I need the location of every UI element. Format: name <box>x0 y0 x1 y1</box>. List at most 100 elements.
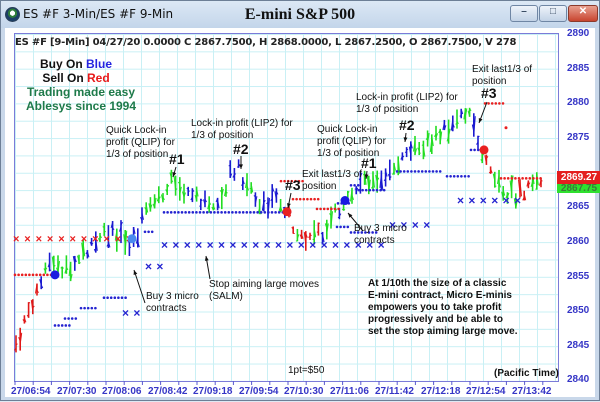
legend-tagline: Trading made easy <box>21 85 141 99</box>
annotation-line: profit (QLIP) for <box>106 137 175 149</box>
svg-text:×: × <box>218 238 225 252</box>
svg-text:×: × <box>92 234 98 246</box>
annotation-line: Quick Lock-in <box>317 124 386 136</box>
annotation-line: empowers you to take profit <box>368 302 517 314</box>
x-tick-9: 27/12:18 <box>421 386 460 397</box>
y-tick-2865: 2865 <box>567 201 589 212</box>
x-tick-3: 27/08:42 <box>148 386 187 397</box>
svg-text:×: × <box>36 234 42 246</box>
svg-text:×: × <box>264 238 271 252</box>
svg-text:×: × <box>491 194 498 208</box>
annotation-line: contracts <box>354 235 407 247</box>
svg-text:×: × <box>412 218 419 232</box>
annotation-line: contracts <box>146 303 199 315</box>
x-tick-8: 27/11:42 <box>375 386 414 397</box>
annotation-line: 1/3 of position <box>106 149 175 161</box>
y-tick-2845: 2845 <box>567 340 589 351</box>
marker-1-left: #1 <box>169 151 185 167</box>
annotation-line: Lock-in profit (LIP2) for <box>191 118 293 130</box>
svg-text:×: × <box>343 238 350 252</box>
x-tick-4: 27/09:18 <box>193 386 232 397</box>
marker-3-right: #3 <box>481 85 497 101</box>
svg-text:×: × <box>58 234 64 246</box>
svg-text:×: × <box>480 194 487 208</box>
annotation-lip2-left: Lock-in profit (LIP2) for 1/3 of positio… <box>191 118 293 142</box>
svg-text:×: × <box>81 234 87 246</box>
annotation-qlip-left: Quick Lock-in profit (QLIP) for 1/3 of p… <box>106 125 175 161</box>
annotation-line: At 1/10th the size of a classic <box>368 278 517 290</box>
x-tick-2: 27/08:06 <box>102 386 141 397</box>
legend-sell-text: Sell On <box>42 71 87 85</box>
annotation-line: Buy 3 micro <box>146 291 199 303</box>
svg-text:×: × <box>13 234 19 246</box>
annotation-lip2-right: Lock-in profit (LIP2) for 1/3 of positio… <box>356 92 458 116</box>
legend-company: Ablesys since 1994 <box>21 99 141 113</box>
svg-text:×: × <box>468 194 475 208</box>
svg-text:×: × <box>145 259 152 273</box>
svg-text:×: × <box>156 259 163 273</box>
legend-sell: Sell On Red <box>31 71 121 85</box>
svg-text:×: × <box>275 238 282 252</box>
svg-text:×: × <box>47 234 53 246</box>
annotation-line: 1/3 of position <box>356 104 458 116</box>
annotation-line: Lock-in profit (LIP2) for <box>356 92 458 104</box>
marker-3-left: #3 <box>285 177 301 193</box>
svg-text:×: × <box>24 234 30 246</box>
annotation-exit-mid: Exit last1/3 of position <box>302 169 362 193</box>
annotation-line: Stop aiming large moves <box>209 279 319 291</box>
svg-text:×: × <box>161 238 168 252</box>
x-tick-1: 27/07:30 <box>57 386 96 397</box>
annotation-line: profit (QLIP) for <box>317 136 386 148</box>
legend-buy-text: Buy On <box>40 57 86 71</box>
svg-text:×: × <box>514 194 521 208</box>
svg-text:×: × <box>195 238 202 252</box>
marker-1-right: #1 <box>361 155 377 171</box>
y-tick-2850: 2850 <box>567 305 589 316</box>
annotation-line: position <box>302 181 362 193</box>
close-price-tag: 2867.75 <box>557 184 600 193</box>
svg-text:×: × <box>309 238 316 252</box>
marker-2-right: #2 <box>399 117 415 133</box>
annotation-line: Exit last1/3 of <box>472 64 532 76</box>
ohlc-readout: ES #F [9-Min] 04/27/20 0.0000 C 2867.750… <box>15 37 516 48</box>
svg-text:×: × <box>286 238 293 252</box>
svg-text:×: × <box>207 238 214 252</box>
y-tick-2885: 2885 <box>567 63 589 74</box>
svg-text:×: × <box>503 194 510 208</box>
svg-text:×: × <box>298 238 305 252</box>
svg-text:×: × <box>70 234 76 246</box>
annotation-line: progressively and be able to <box>368 314 517 326</box>
annotation-line: Buy 3 micro <box>354 223 407 235</box>
annotation-line: Exit last1/3 of <box>302 169 362 181</box>
y-tick-2855: 2855 <box>567 271 589 282</box>
annotation-line: (SALM) <box>209 291 319 303</box>
y-tick-2890: 2890 <box>567 28 589 39</box>
svg-text:×: × <box>457 194 464 208</box>
annotation-salm: Stop aiming large moves (SALM) <box>209 279 319 303</box>
svg-text:×: × <box>172 238 179 252</box>
x-tick-11: 27/13:42 <box>512 386 551 397</box>
legend-buy-color: Blue <box>86 57 112 71</box>
legend-sell-color: Red <box>87 71 110 85</box>
svg-text:×: × <box>115 234 121 246</box>
annotation-buy-left: Buy 3 micro contracts <box>146 291 199 315</box>
svg-text:×: × <box>184 238 191 252</box>
svg-text:×: × <box>332 238 339 252</box>
x-tick-0: 27/06:54 <box>11 386 50 397</box>
x-tick-5: 27/09:54 <box>239 386 278 397</box>
y-tick-2840: 2840 <box>567 374 589 385</box>
svg-text:×: × <box>229 238 236 252</box>
svg-text:×: × <box>122 306 129 320</box>
svg-text:×: × <box>423 218 430 232</box>
annotation-buy-right: Buy 3 micro contracts <box>354 223 407 247</box>
svg-text:×: × <box>252 238 259 252</box>
last-price-tag: 2869.27 <box>557 171 600 185</box>
annotation-line: E-mini contract, Micro E-minis <box>368 290 517 302</box>
svg-text:×: × <box>321 238 328 252</box>
marker-2-left: #2 <box>233 141 249 157</box>
y-tick-2880: 2880 <box>567 97 589 108</box>
svg-text:×: × <box>241 238 248 252</box>
x-tick-10: 27/12:54 <box>466 386 505 397</box>
y-tick-2875: 2875 <box>567 132 589 143</box>
